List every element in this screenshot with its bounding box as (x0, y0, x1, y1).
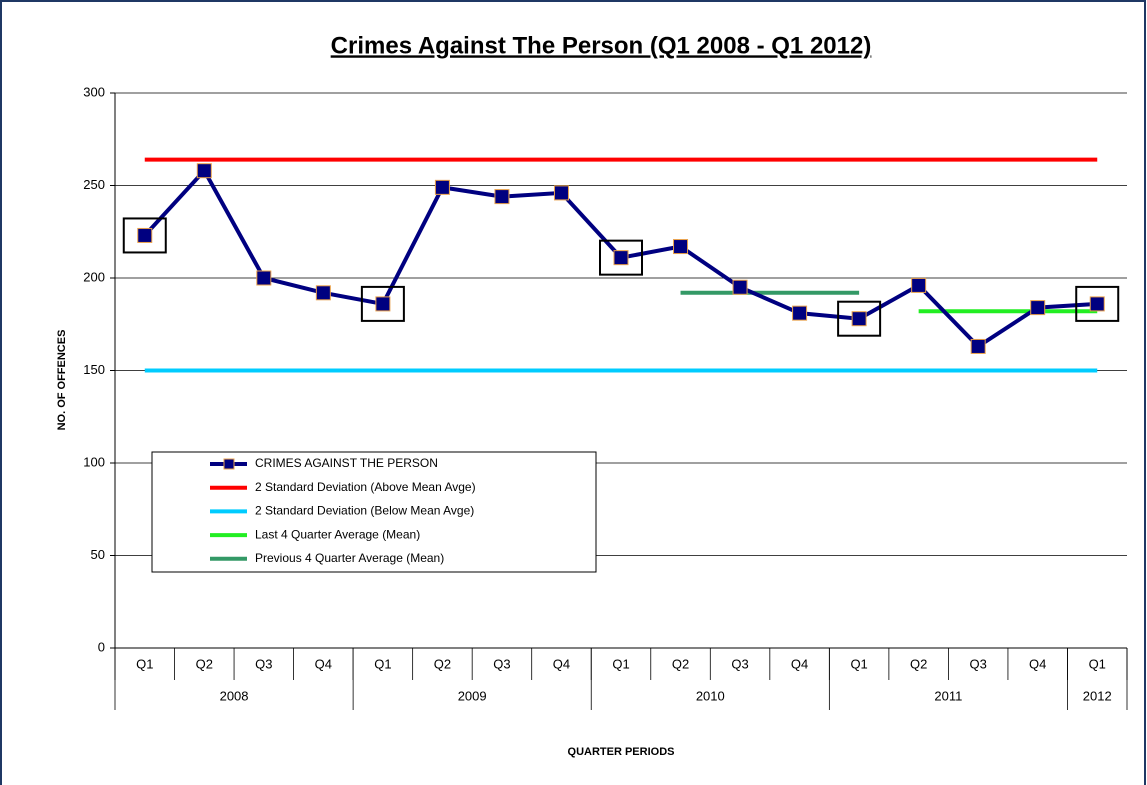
legend-label: Previous 4 Quarter Average (Mean) (255, 551, 444, 565)
marker (1030, 300, 1046, 316)
x-tick-label: Q1 (612, 656, 629, 671)
highlight-box (837, 300, 882, 337)
y-tick-label: 50 (91, 547, 105, 562)
marker (434, 179, 450, 195)
marker (911, 277, 927, 293)
highlight-box (360, 285, 405, 322)
marker (732, 279, 748, 295)
x-tick-label: Q3 (731, 656, 748, 671)
marker (553, 185, 569, 201)
legend-marker (223, 458, 235, 470)
x-tick-label: Q4 (791, 656, 808, 671)
legend-label: CRIMES AGAINST THE PERSON (255, 456, 438, 470)
x-tick-label: Q2 (434, 656, 451, 671)
marker (196, 163, 212, 179)
x-tick-label: Q1 (374, 656, 391, 671)
x-tick-label: Q3 (493, 656, 510, 671)
x-tick-label: Q4 (315, 656, 332, 671)
marker (792, 305, 808, 321)
marker (494, 189, 510, 205)
marker (970, 338, 986, 354)
y-tick-label: 0 (98, 639, 105, 654)
x-tick-label: Q2 (672, 656, 689, 671)
x-axis-title: QUARTER PERIODS (568, 746, 675, 758)
x-tick-label: Q1 (1089, 656, 1106, 671)
x-tick-label: Q3 (970, 656, 987, 671)
y-tick-label: 300 (83, 84, 105, 99)
marker (673, 239, 689, 255)
x-group-label: 2010 (696, 688, 725, 703)
x-group-label: 2011 (934, 688, 962, 703)
legend-label: Last 4 Quarter Average (Mean) (255, 527, 420, 541)
x-tick-label: Q3 (255, 656, 272, 671)
marker (613, 250, 629, 266)
x-tick-label: Q2 (196, 656, 213, 671)
x-tick-label: Q4 (1029, 656, 1046, 671)
marker (1089, 296, 1105, 312)
chart-title: Crimes Against The Person (Q1 2008 - Q1 … (331, 32, 872, 59)
x-tick-label: Q4 (553, 656, 570, 671)
y-tick-label: 200 (83, 269, 105, 284)
highlight-box (599, 239, 643, 276)
x-tick-label: Q2 (910, 656, 927, 671)
marker (851, 311, 867, 327)
y-axis-title: NO. OF OFFENCES (56, 330, 68, 431)
marker (256, 270, 272, 286)
x-group-label: 2009 (458, 688, 487, 703)
y-tick-label: 250 (83, 177, 105, 192)
marker (375, 296, 391, 312)
highlight-box (122, 217, 167, 254)
y-tick-label: 150 (83, 362, 105, 377)
x-tick-label: Q1 (850, 656, 867, 671)
y-tick-label: 100 (83, 454, 105, 469)
marker (315, 285, 331, 301)
x-group-label: 2012 (1083, 688, 1112, 703)
x-group-label: 2008 (220, 688, 249, 703)
highlight-box (1075, 285, 1120, 322)
marker (137, 227, 153, 243)
legend-label: 2 Standard Deviation (Below Mean Avge) (255, 504, 474, 518)
legend-label: 2 Standard Deviation (Above Mean Avge) (255, 480, 476, 494)
x-tick-label: Q1 (136, 656, 153, 671)
